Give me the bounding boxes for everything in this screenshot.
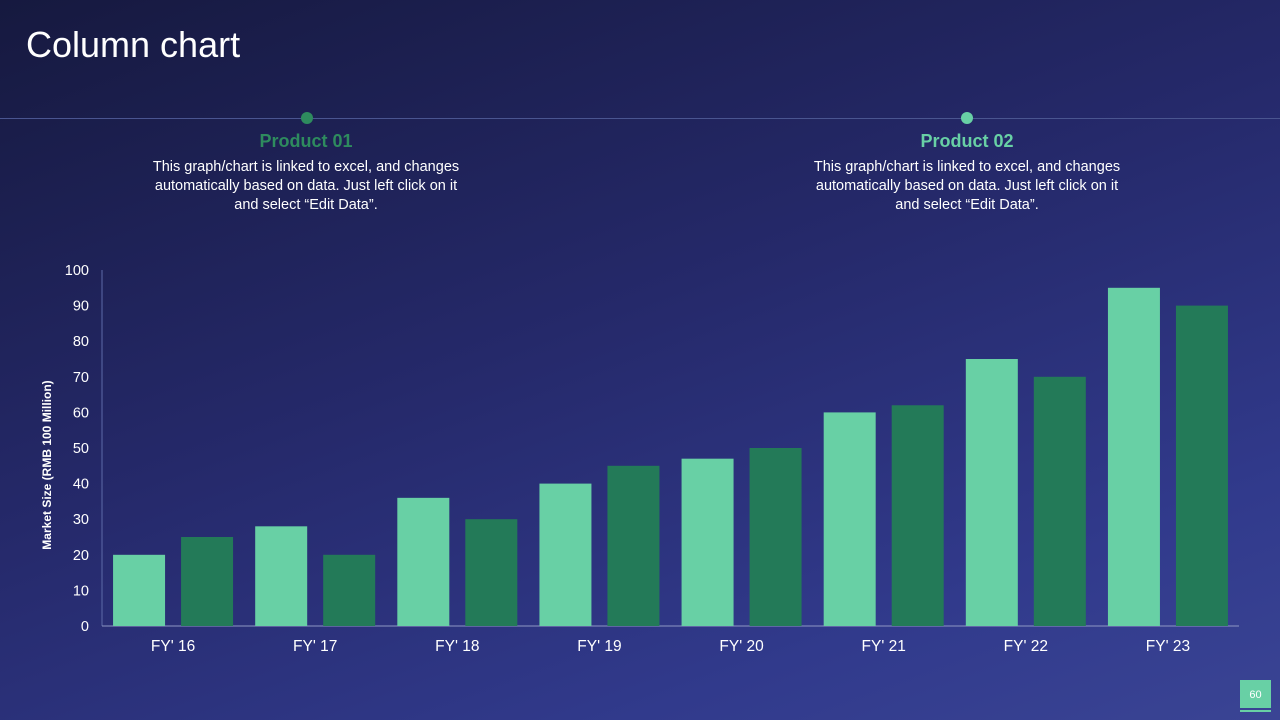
bar-series-2-1 <box>181 537 234 626</box>
legend-description-product-01: This graph/chart is linked to excel, and… <box>152 159 460 213</box>
y-tick-label: 90 <box>73 299 89 315</box>
column-chart: 0 10 20 30 40 50 60 70 80 90 100 FY' 16 FY' 17 FY' 18… <box>65 263 1239 655</box>
legend-marker-product-02 <box>961 112 973 124</box>
bar-series-2-4 <box>607 465 660 626</box>
slide-title: Column chart <box>26 24 241 65</box>
y-tick-label: 50 <box>73 441 89 457</box>
bar-series-2-3 <box>465 519 518 626</box>
bar-series-1-4 <box>539 483 592 626</box>
bar-series-1-2 <box>255 526 308 626</box>
legend-description-product-02: This graph/chart is linked to excel, and… <box>813 159 1121 213</box>
y-tick-label: 80 <box>73 334 89 350</box>
legend-name-product-02: Product 02 <box>920 131 1014 151</box>
bar-series-2-6 <box>891 405 944 626</box>
x-tick-label: FY' 16 <box>151 638 195 655</box>
bar-series-2-5 <box>749 448 802 626</box>
x-tick-label: FY' 17 <box>293 638 337 655</box>
bar-series-2-8 <box>1175 305 1228 626</box>
x-tick-label: FY' 23 <box>1146 638 1190 655</box>
bar-series-1-5 <box>681 458 734 626</box>
x-tick-label: FY' 21 <box>862 638 906 655</box>
y-tick-label: 60 <box>73 405 89 421</box>
x-tick-label: FY' 18 <box>435 638 479 655</box>
y-tick-label: 40 <box>73 477 89 493</box>
bar-series-1-7 <box>965 359 1018 626</box>
bar-series-2-2 <box>323 554 376 626</box>
y-tick-label: 20 <box>73 548 89 564</box>
bar-series-1-3 <box>397 497 450 626</box>
legend-name-product-01: Product 01 <box>259 131 353 151</box>
bar-series-2-7 <box>1033 376 1086 626</box>
bar-series-1-6 <box>823 412 876 626</box>
legend-marker-product-01 <box>301 112 313 124</box>
page-number-underline <box>1240 710 1271 712</box>
x-tick-label: FY' 19 <box>577 638 621 655</box>
bar-series-1-8 <box>1107 287 1160 626</box>
page-number-badge: 60 <box>1240 680 1271 708</box>
x-tick-label: FY' 20 <box>719 638 764 655</box>
y-tick-label: 10 <box>73 583 89 599</box>
x-tick-label: FY' 22 <box>1004 638 1048 655</box>
y-tick-label: 70 <box>73 370 89 386</box>
header-divider <box>0 118 1280 119</box>
y-tick-label: 100 <box>65 263 89 279</box>
bar-series-1-1 <box>113 554 166 626</box>
y-tick-label: 0 <box>81 619 89 635</box>
legend-product-02: Product 02 This graph/chart is linked to… <box>807 128 1127 215</box>
legend-product-01: Product 01 This graph/chart is linked to… <box>146 128 466 215</box>
y-tick-label: 30 <box>73 512 89 528</box>
